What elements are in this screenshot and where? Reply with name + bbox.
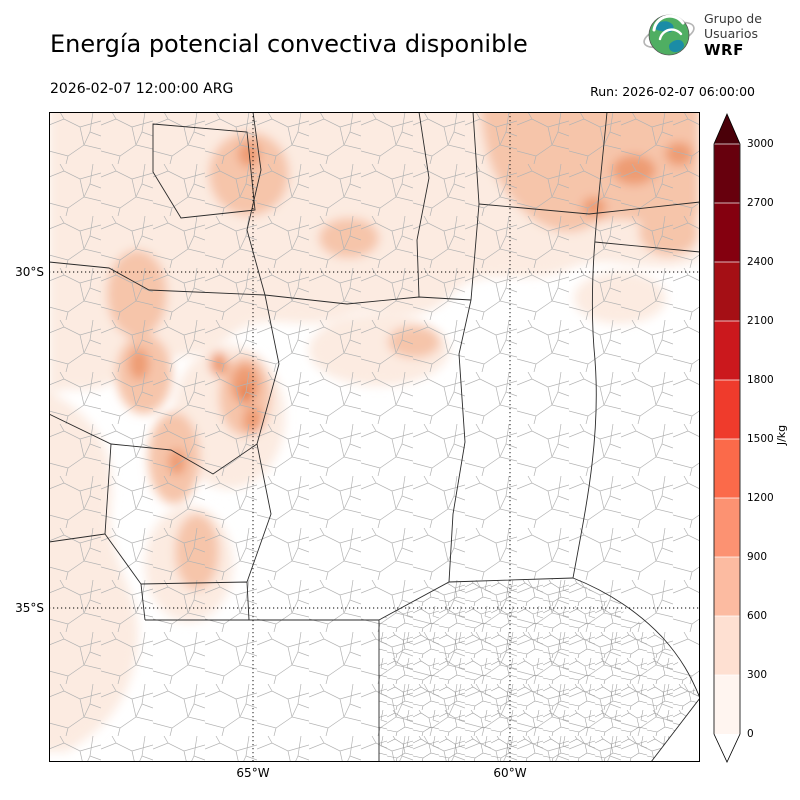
map-canvas [49, 112, 700, 762]
colorbar-segment [713, 320, 741, 381]
colorbar-tick-label: 3000 [747, 138, 774, 150]
colorbar-segment [713, 143, 741, 204]
colorbar [713, 112, 741, 763]
colorbar-outline [713, 112, 741, 763]
colorbar-unit-label: J/kg [775, 424, 788, 446]
colorbar-segment [713, 379, 741, 440]
page-title: Energía potencial convectiva disponible [50, 30, 528, 58]
colorbar-segment [713, 261, 741, 322]
colorbar-segment [713, 497, 741, 558]
colorbar-tick-label: 900 [747, 551, 768, 563]
logo-text-line1: Grupo de [704, 10, 762, 26]
lat-tick-35s: 35°S [15, 601, 44, 615]
colorbar-segment [713, 202, 741, 263]
logo-text-line2: Usuarios [704, 25, 759, 41]
logo-text: Grupo de Usuarios WRF [704, 11, 762, 60]
colorbar-tick-label: 1500 [747, 433, 774, 445]
map-border [49, 112, 700, 762]
run-time-label: Run: 2026-02-07 06:00:00 [590, 84, 755, 99]
map-svg [49, 112, 700, 762]
province-boundaries [49, 112, 700, 762]
colorbar-segment [713, 438, 741, 499]
colorbar-over-arrow [714, 114, 740, 144]
colorbar-tick-label: 2100 [747, 315, 774, 327]
lat-tick-30s: 30°S [15, 265, 44, 279]
colorbar-tick-label: 300 [747, 669, 768, 681]
colorbar-segment [713, 674, 741, 735]
colorbar-tick-label: 1200 [747, 492, 774, 504]
wrf-logo: Grupo de Usuarios WRF [642, 8, 762, 62]
colorbar-segment [713, 615, 741, 676]
buenos-aires-department-mesh [379, 578, 700, 762]
colorbar-tick-label: 2400 [747, 256, 774, 268]
lon-tick-65w: 65°W [236, 766, 270, 780]
colorbar-tick-label: 2700 [747, 197, 774, 209]
graticule-lines [49, 112, 700, 762]
logo-text-wrf: WRF [704, 41, 744, 60]
colorbar-segment [713, 556, 741, 617]
colorbar-under-arrow [714, 734, 740, 762]
lon-tick-60w: 60°W [493, 766, 527, 780]
colorbar-tick-label: 1800 [747, 374, 774, 386]
valid-time-label: 2026-02-07 12:00:00 ARG [50, 81, 234, 97]
colorbar-tick-label: 600 [747, 610, 768, 622]
colorbar-tick-label: 0 [747, 728, 754, 740]
globe-icon [643, 14, 695, 56]
